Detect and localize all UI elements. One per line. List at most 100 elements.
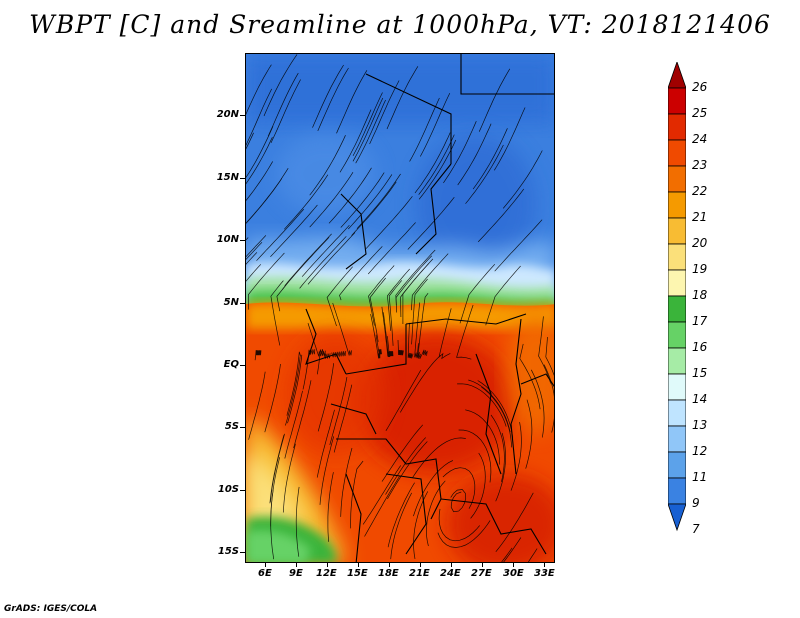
streamline <box>385 437 426 495</box>
streamline <box>312 64 344 128</box>
lat-label-5s: 5S <box>224 421 239 432</box>
streamline <box>543 364 554 433</box>
colorbar-segment <box>668 87 686 115</box>
lat-label-15n: 15N <box>216 172 239 183</box>
streamline <box>352 92 383 157</box>
streamline <box>407 322 414 359</box>
streamline <box>269 434 285 504</box>
streamline <box>287 354 303 424</box>
lon-tick <box>265 563 266 567</box>
lat-tick <box>240 552 245 553</box>
streamline <box>494 219 543 272</box>
streamline <box>309 135 346 196</box>
streamline <box>457 383 507 427</box>
lon-tick <box>513 563 514 567</box>
colorbar-bottom-arrow <box>668 503 686 532</box>
colorbar-label: 12 <box>692 444 708 458</box>
lon-tick <box>389 563 390 567</box>
lat-label-5n: 5N <box>223 297 239 308</box>
colorbar-segment <box>668 347 686 375</box>
streamline <box>283 174 329 230</box>
streamline <box>246 168 289 224</box>
streamline <box>399 355 441 413</box>
streamline <box>246 252 258 265</box>
colorbar-segment <box>668 399 686 427</box>
colorbar-label: 20 <box>692 236 708 250</box>
lon-tick <box>327 563 328 567</box>
streamline <box>267 72 299 137</box>
streamline <box>437 520 491 548</box>
streamline <box>387 482 415 548</box>
streamline <box>457 123 492 186</box>
lon-label-12e: 12E <box>316 568 337 579</box>
colorbar-segment <box>668 477 686 505</box>
chart-title: WBPT [C] and Sreamline at 1000hPa, VT: 2… <box>29 10 771 39</box>
streamline <box>309 172 354 228</box>
colorbar-label: 14 <box>692 392 708 406</box>
lon-label-24e: 24E <box>440 568 461 579</box>
streamline <box>481 386 512 448</box>
streamline <box>472 128 508 190</box>
streamline <box>412 437 466 478</box>
streamlines <box>246 54 554 562</box>
streamline <box>538 316 552 384</box>
grads-credit: GrADS: IGES/COLA <box>4 604 98 614</box>
streamline <box>510 422 522 491</box>
country-borders <box>305 54 554 562</box>
streamline <box>375 334 382 355</box>
streamline <box>285 357 301 426</box>
colorbar-label: 21 <box>692 210 708 224</box>
streamline <box>381 424 424 482</box>
streamline <box>385 369 422 431</box>
lon-label-30e: 30E <box>503 568 524 579</box>
lat-tick <box>240 240 245 241</box>
streamline <box>459 263 496 324</box>
colorbar-segment <box>668 113 686 141</box>
lat-tick <box>240 427 245 428</box>
streamline <box>246 88 273 146</box>
streamline <box>326 266 353 327</box>
streamline <box>286 351 302 416</box>
colorbar-segment <box>668 373 686 401</box>
streamline <box>331 350 346 358</box>
streamline <box>525 399 533 469</box>
streamline <box>438 508 480 542</box>
streamline <box>282 443 296 513</box>
lon-label-18e: 18E <box>378 568 399 579</box>
colorbar-label: 18 <box>692 288 708 302</box>
colorbar-label: 26 <box>692 80 708 94</box>
colorbar-label: 15 <box>692 366 708 380</box>
lon-tick <box>482 563 483 567</box>
streamline <box>465 144 504 204</box>
streamline <box>387 336 394 357</box>
lat-tick <box>240 365 245 366</box>
lon-label-21e: 21E <box>409 568 430 579</box>
streamline <box>284 390 303 459</box>
streamline <box>495 432 506 502</box>
lat-label-20n: 20N <box>216 109 239 120</box>
streamline <box>256 208 305 261</box>
streamline <box>527 548 538 562</box>
lon-label-27e: 27E <box>471 568 492 579</box>
lon-label-6e: 6E <box>258 568 272 579</box>
streamline <box>503 537 522 562</box>
streamline <box>478 68 511 132</box>
colorbar-label: 13 <box>692 418 708 432</box>
streamline <box>333 384 353 453</box>
colorbar-label: 25 <box>692 106 708 120</box>
streamline <box>490 414 505 482</box>
streamline <box>340 447 353 517</box>
streamline <box>370 314 381 359</box>
streamline <box>407 196 455 250</box>
lat-label-10n: 10N <box>216 234 239 245</box>
streamline <box>388 280 402 346</box>
lat-label-15s: 15S <box>217 546 239 557</box>
streamline <box>246 161 274 202</box>
streamline <box>246 132 254 150</box>
streamline <box>270 489 275 560</box>
colorbar-label: 24 <box>692 132 708 146</box>
colorbar-segment <box>668 217 686 245</box>
streamline <box>409 97 440 162</box>
streamline <box>495 492 534 553</box>
colorbar-segment <box>668 425 686 453</box>
